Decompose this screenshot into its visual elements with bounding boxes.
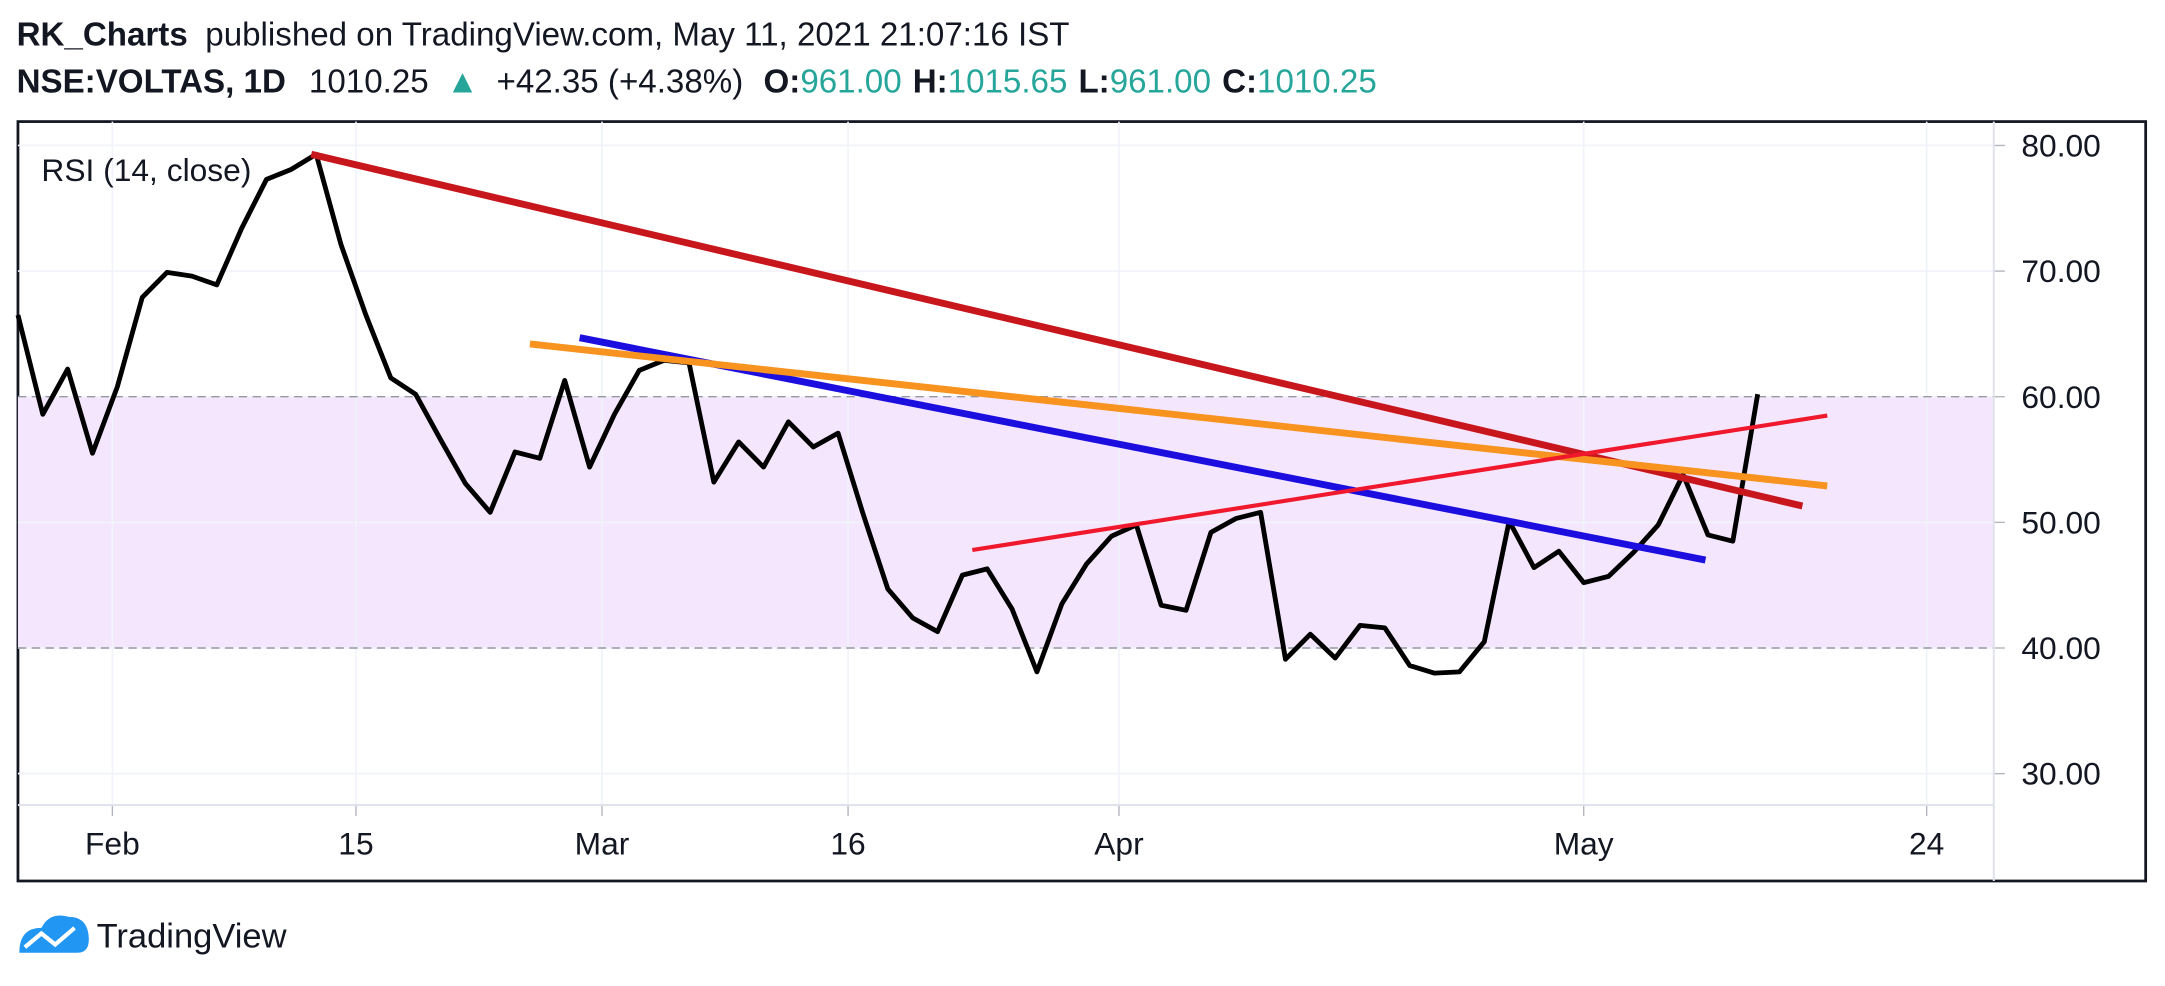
- trend-line: [578, 334, 1707, 564]
- rsi-line: [15, 151, 1761, 676]
- x-tick-label: Mar: [575, 826, 630, 862]
- x-tick-label: Feb: [85, 826, 140, 862]
- last-price: 1010.25: [309, 64, 429, 101]
- logo-cloud: [19, 915, 89, 953]
- x-tick-label: 16: [830, 826, 865, 862]
- plot: 30.00 40.00 50.00 60.00 70.00 80.00 Feb 15 Mar 16…: [15, 121, 2101, 862]
- up-arrow: ▲: [446, 64, 479, 101]
- tradingview-logo: [19, 915, 89, 953]
- y-tick-label: 60.00: [2021, 379, 2100, 415]
- ohlc-value: 961.00: [1110, 64, 1211, 101]
- y-tick-label: 40.00: [2021, 630, 2100, 666]
- ohlc-label: C:: [1222, 64, 1257, 101]
- x-tick-label: Apr: [1094, 826, 1144, 862]
- ohlc-label: O:: [764, 64, 801, 101]
- x-tick-label: 15: [338, 826, 373, 862]
- x-tick-label: May: [1554, 826, 1614, 862]
- y-tick-label: 50.00: [2021, 504, 2100, 540]
- trend-line: [971, 413, 1828, 553]
- trend-line: [529, 340, 1828, 490]
- published: published on TradingView.com, May 11, 20…: [205, 17, 1069, 54]
- y-tick-label: 70.00: [2021, 253, 2100, 289]
- symbol: NSE:VOLTAS, 1D: [17, 64, 286, 101]
- ohlc-label: L:: [1078, 64, 1109, 101]
- y-tick-label: 30.00: [2021, 756, 2100, 792]
- author: RK_Charts: [17, 17, 188, 54]
- brand: TradingView: [97, 917, 287, 955]
- ohlc-value: 1015.65: [948, 64, 1068, 101]
- indicator-label: RSI (14, close): [41, 152, 251, 188]
- header-line-1: RK_Charts published on TradingView.com, …: [17, 17, 1070, 54]
- header-line-2: NSE:VOLTAS, 1D 1010.25 ▲ +42.35 (+4.38%)…: [17, 64, 1377, 101]
- change: +42.35 (+4.38%): [496, 64, 743, 101]
- x-tick-label: 24: [1909, 826, 1944, 862]
- ohlc-label: H:: [913, 64, 948, 101]
- trend-line: [310, 150, 1804, 510]
- ohlc-value: 961.00: [800, 64, 901, 101]
- logo-line: [23, 926, 76, 949]
- y-tick-label: 80.00: [2021, 127, 2100, 163]
- ohlc-value: 1010.25: [1257, 64, 1377, 101]
